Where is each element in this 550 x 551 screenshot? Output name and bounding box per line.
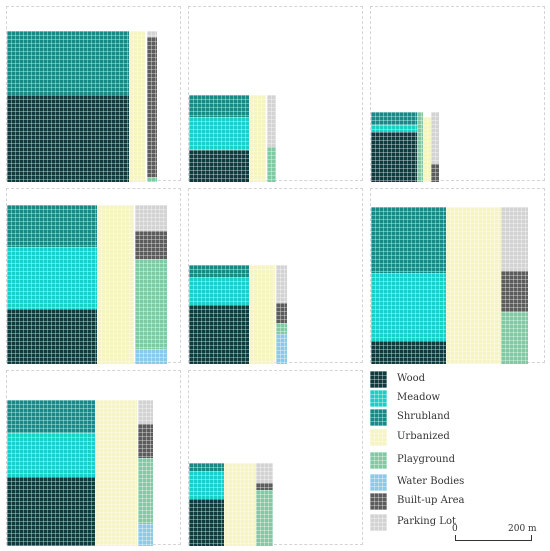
built-up-area-block (256, 483, 273, 490)
legend-label: Meadow (397, 392, 441, 403)
playground-block (138, 458, 153, 524)
legend-swatch (370, 474, 387, 491)
playground-block (276, 323, 287, 334)
parking-lot-block (138, 400, 153, 424)
scale-end-label: 200 m (508, 524, 537, 534)
layout-panel-4 (6, 188, 181, 364)
legend-swatch (370, 514, 387, 531)
legend-label: Built-up Area (397, 495, 465, 506)
legend-item-parking-lot: Parking Lot (370, 514, 545, 532)
water-bodies-block (138, 524, 153, 546)
legend: Wood Meadow Shrubland Urbanized Playgrou… (370, 370, 545, 545)
shrubland-block (189, 463, 224, 471)
meadow-block (189, 471, 224, 499)
legend-item-urbanized: Urbanized (370, 429, 545, 447)
playground-block (267, 147, 276, 182)
built-up-area-block (276, 303, 287, 323)
urbanized-block (95, 400, 137, 546)
layout-panel-6 (370, 188, 545, 364)
urbanized-block (446, 207, 501, 364)
built-up-area-block (147, 37, 157, 177)
meadow-block (371, 273, 446, 341)
playground-block (501, 312, 528, 364)
legend-swatch (370, 409, 387, 426)
water-bodies-block (276, 334, 287, 364)
scale-zero-label: 0 (452, 524, 458, 534)
legend-swatch (370, 452, 387, 469)
shrubland-block (189, 265, 249, 277)
legend-label: Water Bodies (397, 476, 465, 487)
layout-panel-3 (370, 6, 545, 182)
layout-panel-5 (188, 188, 363, 364)
layout-panel-7 (6, 370, 181, 546)
playground-block (135, 259, 167, 349)
layout-panel-1 (6, 6, 181, 182)
legend-label: Urbanized (397, 431, 450, 442)
built-up-area-block (431, 164, 439, 182)
urbanized-block (249, 95, 266, 182)
legend-item-playground: Playground (370, 452, 545, 470)
legend-swatch (370, 371, 387, 388)
parking-lot-block (276, 265, 287, 303)
legend-label: Wood (397, 373, 426, 384)
legend-swatch (370, 429, 387, 446)
urbanized-block (249, 265, 275, 364)
wood-block (371, 341, 446, 364)
meadow-block (189, 117, 249, 150)
wood-block (189, 150, 249, 182)
scale-line (455, 540, 532, 541)
wood-block (189, 305, 249, 364)
playground-block (147, 177, 157, 182)
wood-block (7, 309, 97, 364)
legend-item-meadow: Meadow (370, 390, 545, 408)
legend-label: Parking Lot (397, 516, 456, 527)
legend-item-water-bodies: Water Bodies (370, 474, 545, 492)
scale-bar: 0 200 m (450, 524, 540, 550)
shrubland-block (7, 400, 95, 433)
built-up-area-block (135, 231, 167, 259)
layout-panel-2 (188, 6, 363, 182)
legend-swatch (370, 493, 387, 510)
parking-lot-block (135, 205, 167, 231)
parking-lot-block (501, 207, 528, 271)
parking-lot-block (431, 112, 439, 164)
legend-swatch (370, 390, 387, 407)
meadow-block (371, 125, 417, 132)
meadow-block (7, 247, 97, 309)
urbanized-block (423, 117, 431, 182)
playground-block (417, 112, 423, 182)
wood-block (7, 477, 95, 546)
shrubland-block (371, 207, 446, 273)
legend-item-wood: Wood (370, 371, 545, 389)
built-up-area-block (501, 271, 528, 312)
legend-label: Playground (397, 454, 456, 465)
scale-tick-left (455, 535, 456, 540)
wood-block (189, 499, 224, 546)
shrubland-block (7, 31, 129, 95)
urbanized-block (97, 205, 134, 364)
parking-lot-block (147, 31, 157, 37)
parking-lot-block (256, 463, 273, 483)
urbanized-block (224, 463, 256, 546)
legend-label: Shrubland (397, 411, 450, 422)
wood-block (371, 132, 417, 182)
parking-lot-block (267, 95, 276, 147)
urbanized-block (129, 31, 145, 182)
playground-block (256, 490, 273, 546)
built-up-area-block (138, 424, 153, 458)
legend-item-built-up-area: Built-up Area (370, 493, 545, 511)
scale-tick-right (531, 535, 532, 540)
layout-panel-8 (188, 370, 363, 546)
wood-block (7, 95, 129, 182)
water-bodies-block (135, 349, 167, 364)
shrubland-block (189, 95, 249, 117)
shrubland-block (7, 205, 97, 247)
meadow-block (189, 277, 249, 305)
legend-item-shrubland: Shrubland (370, 409, 545, 427)
shrubland-block (371, 112, 417, 125)
meadow-block (7, 433, 95, 477)
